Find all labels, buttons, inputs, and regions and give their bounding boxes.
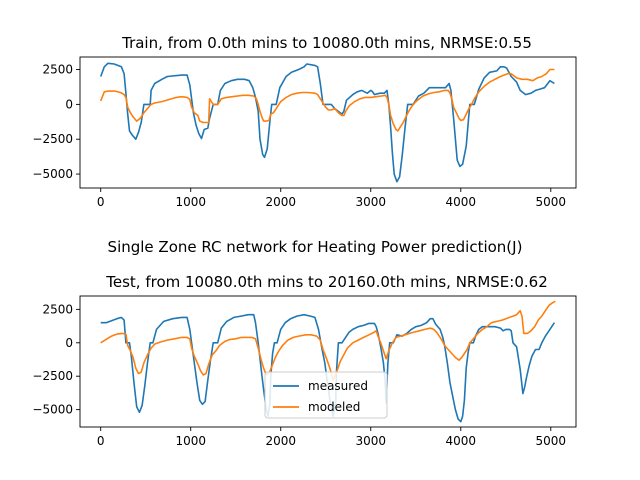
y-tick-label: −2500 (32, 132, 73, 146)
y-tick-label: −5000 (32, 403, 73, 417)
x-tick-label: 2000 (265, 434, 296, 448)
y-tick-label: −5000 (32, 167, 73, 181)
chart-test: Test, from 10080.0th mins to 20160.0th m… (32, 273, 577, 448)
y-tick-label: −2500 (32, 369, 73, 383)
x-tick-label: 0 (97, 195, 105, 209)
x-tick-label: 1000 (175, 195, 206, 209)
x-tick-label: 3000 (355, 434, 386, 448)
plot-frame-test (79, 295, 577, 428)
x-tick-label: 5000 (536, 434, 567, 448)
legend-label-modeled: modeled (308, 400, 360, 414)
x-tick-label: 3000 (355, 195, 386, 209)
y-tick-label: 0 (65, 97, 73, 111)
chart-title-train: Train, from 0.0th mins to 10080.0th mins… (121, 34, 532, 52)
plot-frame-train (79, 56, 577, 189)
suptitle: Single Zone RC network for Heating Power… (108, 238, 523, 256)
x-tick-label: 4000 (446, 434, 477, 448)
legend-label-measured: measured (308, 379, 368, 393)
chart-train: Train, from 0.0th mins to 10080.0th mins… (32, 34, 577, 209)
x-tick-label: 4000 (446, 195, 477, 209)
series-line-measured-train (99, 62, 555, 183)
y-tick-label: 0 (65, 336, 73, 350)
chart-title-test: Test, from 10080.0th mins to 20160.0th m… (105, 273, 548, 291)
x-tick-label: 2000 (265, 195, 296, 209)
y-tick-label: 2500 (42, 63, 73, 77)
x-tick-label: 5000 (536, 195, 567, 209)
x-tick-label: 0 (97, 434, 105, 448)
series-line-measured-test (100, 313, 556, 423)
x-tick-label: 1000 (175, 434, 206, 448)
series-line-modeled-train (99, 68, 555, 132)
series-line-modeled-test (100, 300, 556, 381)
y-tick-label: 2500 (42, 302, 73, 316)
